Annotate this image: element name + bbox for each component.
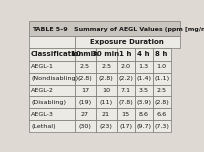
Bar [29,73,74,85]
Text: 30 min: 30 min [92,51,120,57]
Bar [116,97,135,108]
Bar [116,48,135,61]
Text: 15: 15 [122,112,130,117]
Text: (11): (11) [100,100,113,105]
Text: TABLE 5–9   Summary of AEGL Values (ppm [mg/m³]): TABLE 5–9 Summary of AEGL Values (ppm [m… [32,26,204,32]
Text: 17: 17 [81,88,89,93]
Bar [135,97,153,108]
Bar [74,108,95,120]
Text: (17): (17) [119,124,132,129]
Bar [29,61,74,73]
Text: 2.5: 2.5 [157,88,167,93]
Bar [135,61,153,73]
Text: (3.9): (3.9) [136,100,151,105]
Text: (1.4): (1.4) [136,76,151,81]
Text: 10: 10 [102,88,110,93]
Text: (Disabling): (Disabling) [31,100,66,105]
Text: AEGL-3: AEGL-3 [31,112,54,117]
Text: (2.8): (2.8) [154,100,169,105]
Bar [74,61,95,73]
Bar [74,36,180,48]
Bar [135,85,153,97]
Text: 27: 27 [81,112,89,117]
Text: (7.8): (7.8) [118,100,133,105]
Bar [116,108,135,120]
Bar [29,36,74,48]
Text: (Lethal): (Lethal) [31,124,56,129]
Bar [116,73,135,85]
Text: Exposure Duration: Exposure Duration [90,39,164,45]
Text: (1.1): (1.1) [154,76,169,81]
Bar [74,48,95,61]
Text: AEGL-1: AEGL-1 [31,64,54,69]
Bar [74,120,95,132]
Text: (7.3): (7.3) [154,124,169,129]
Text: (19): (19) [79,100,92,105]
Text: AEGL-2: AEGL-2 [31,88,54,93]
Bar [153,108,171,120]
Text: (Nondisabling): (Nondisabling) [31,76,78,81]
Text: Classification: Classification [31,51,84,57]
Bar [29,97,74,108]
Bar [95,61,116,73]
Bar [153,85,171,97]
Bar [153,97,171,108]
Bar [95,120,116,132]
Bar [135,48,153,61]
Bar [29,85,74,97]
Text: 8.6: 8.6 [139,112,149,117]
Bar [153,48,171,61]
Bar [74,85,95,97]
Text: 2.5: 2.5 [101,64,111,69]
Text: 3.5: 3.5 [139,88,149,93]
Text: (9.7): (9.7) [136,124,151,129]
Bar [95,85,116,97]
Bar [135,108,153,120]
Bar [153,61,171,73]
Bar [29,48,74,61]
Text: (2.8): (2.8) [78,76,92,81]
Text: (23): (23) [100,124,112,129]
Bar [95,48,116,61]
Text: 2.5: 2.5 [80,64,90,69]
Bar [95,73,116,85]
Bar [29,21,180,36]
Bar [153,73,171,85]
Bar [153,120,171,132]
Text: 7.1: 7.1 [121,88,131,93]
Bar [116,120,135,132]
Text: (2.8): (2.8) [99,76,113,81]
Bar [74,73,95,85]
Text: 1.3: 1.3 [139,64,149,69]
Text: 4 h: 4 h [137,51,150,57]
Bar [74,97,95,108]
Bar [116,85,135,97]
Text: 1 h: 1 h [119,51,132,57]
Bar [95,97,116,108]
Text: (30): (30) [79,124,91,129]
Text: 1.0: 1.0 [156,64,167,69]
Text: (2.2): (2.2) [118,76,133,81]
Bar [135,120,153,132]
Text: 10 min: 10 min [71,51,99,57]
Bar [29,120,74,132]
Text: 8 h: 8 h [155,51,168,57]
Text: 21: 21 [102,112,110,117]
Bar [135,73,153,85]
Bar [95,108,116,120]
Text: 2.0: 2.0 [121,64,131,69]
Bar [29,108,74,120]
Text: 6.6: 6.6 [156,112,167,117]
Bar [116,61,135,73]
